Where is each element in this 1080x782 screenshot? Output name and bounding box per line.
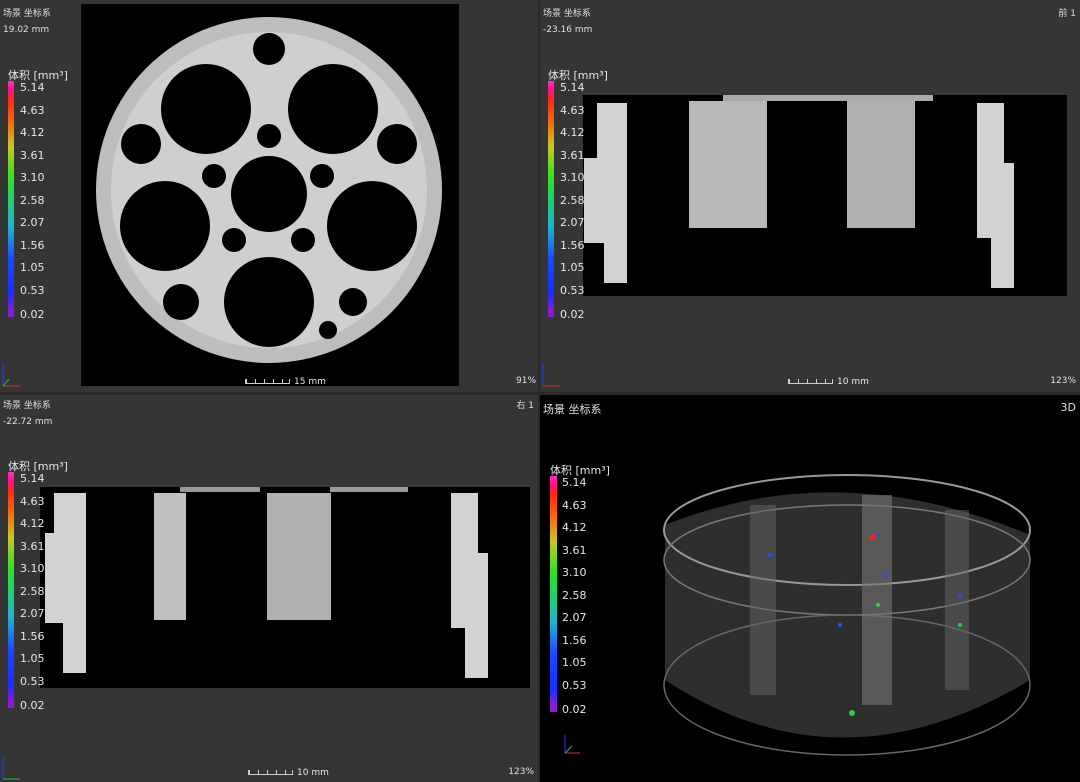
scale-bar: 15 mm bbox=[245, 377, 326, 387]
axis-triad-icon bbox=[2, 757, 20, 780]
legend-tick: 3.61 bbox=[560, 149, 585, 162]
legend-tick: 0.53 bbox=[560, 284, 585, 297]
axis-triad-icon bbox=[2, 364, 20, 387]
zoom-level: 91% bbox=[516, 376, 537, 386]
legend-tick: 2.58 bbox=[20, 585, 45, 598]
zoom-level: 123% bbox=[508, 767, 534, 777]
coord-system-label: 场景 坐标系 bbox=[543, 403, 602, 416]
view-name: 右 1 bbox=[516, 401, 534, 411]
scale-bar: 10 mm bbox=[788, 377, 869, 387]
legend-title: 体积 [mm³] bbox=[8, 69, 68, 82]
view-name: 前 1 bbox=[1058, 9, 1076, 19]
legend-tick: 4.63 bbox=[562, 499, 587, 512]
viewport-front[interactable]: 场景 坐标系 前 1 -23.16 mm 体积 [mm³] 5.14 4.63 … bbox=[540, 0, 1080, 392]
legend-tick: 2.58 bbox=[560, 194, 585, 207]
legend-tick: 0.02 bbox=[562, 703, 587, 716]
legend-tick: 0.53 bbox=[562, 679, 587, 692]
slice-position: -22.72 mm bbox=[3, 417, 53, 427]
legend-tick: 4.63 bbox=[20, 495, 45, 508]
ct-slice-image[interactable] bbox=[40, 487, 530, 688]
legend-tick: 1.05 bbox=[562, 656, 587, 669]
coord-system-label: 场景 坐标系 bbox=[3, 9, 51, 19]
viewport-3d[interactable]: 场景 坐标系 3D 体积 [mm³] 5.14 4.63 4.12 3.61 3… bbox=[540, 395, 1080, 782]
coord-system-label: 场景 坐标系 bbox=[3, 401, 51, 411]
ct-slice-image[interactable] bbox=[583, 95, 1067, 296]
viewport-top[interactable]: 场景 坐标系 19.02 mm 体积 [mm³] 5.14 4.63 4.12 … bbox=[0, 0, 538, 392]
disc-cross-section bbox=[96, 17, 442, 363]
legend-tick: 4.12 bbox=[20, 126, 45, 139]
legend-tick: 4.63 bbox=[20, 104, 45, 117]
legend-tick: 5.14 bbox=[562, 476, 587, 489]
legend-tick: 5.14 bbox=[20, 81, 45, 94]
legend-tick: 2.07 bbox=[562, 611, 587, 624]
legend-tick: 2.58 bbox=[562, 589, 587, 602]
legend-tick: 3.10 bbox=[562, 566, 587, 579]
legend-tick: 3.61 bbox=[562, 544, 587, 557]
legend-tick: 5.14 bbox=[560, 81, 585, 94]
legend-title: 体积 [mm³] bbox=[550, 464, 610, 477]
legend-tick: 3.61 bbox=[20, 149, 45, 162]
legend-tick: 5.14 bbox=[20, 472, 45, 485]
right-cross-section bbox=[45, 487, 488, 678]
legend-tick: 4.12 bbox=[20, 517, 45, 530]
legend-tick: 1.05 bbox=[20, 652, 45, 665]
legend-title: 体积 [mm³] bbox=[548, 69, 608, 82]
legend-tick: 2.07 bbox=[20, 607, 45, 620]
viewport-right[interactable]: 场景 坐标系 右 1 -22.72 mm 体积 [mm³] 5.14 4.63 … bbox=[0, 395, 538, 782]
color-scale-bar bbox=[8, 81, 14, 317]
legend-tick: 0.53 bbox=[20, 675, 45, 688]
legend-tick: 1.05 bbox=[20, 261, 45, 274]
legend-tick: 3.10 bbox=[560, 171, 585, 184]
axis-triad-icon bbox=[542, 364, 560, 387]
front-cross-section bbox=[584, 95, 1014, 288]
3d-render bbox=[663, 474, 1031, 756]
color-scale-bar bbox=[548, 81, 554, 317]
legend-tick: 2.58 bbox=[20, 194, 45, 207]
legend-tick: 0.02 bbox=[20, 699, 45, 712]
legend-tick: 0.02 bbox=[560, 308, 585, 321]
legend-tick: 4.12 bbox=[562, 521, 587, 534]
coord-system-label: 场景 坐标系 bbox=[543, 9, 591, 19]
legend-tick: 2.07 bbox=[560, 216, 585, 229]
legend-tick: 4.12 bbox=[560, 126, 585, 139]
scale-bar: 10 mm bbox=[248, 768, 329, 778]
axis-triad-icon bbox=[564, 735, 580, 754]
slice-position: 19.02 mm bbox=[3, 25, 50, 35]
zoom-level: 123% bbox=[1050, 376, 1076, 386]
legend-tick: 1.05 bbox=[560, 261, 585, 274]
color-scale-bar bbox=[550, 476, 557, 712]
color-scale-bar bbox=[8, 472, 14, 708]
legend-tick: 1.56 bbox=[20, 239, 45, 252]
ct-slice-image[interactable] bbox=[81, 4, 459, 386]
legend-tick: 0.02 bbox=[20, 308, 45, 321]
legend-tick: 3.10 bbox=[20, 171, 45, 184]
legend-tick: 3.61 bbox=[20, 540, 45, 553]
legend-tick: 0.53 bbox=[20, 284, 45, 297]
legend-tick: 1.56 bbox=[560, 239, 585, 252]
legend-tick: 3.10 bbox=[20, 562, 45, 575]
legend-tick: 1.56 bbox=[20, 630, 45, 643]
legend-tick: 4.63 bbox=[560, 104, 585, 117]
slice-position: -23.16 mm bbox=[543, 25, 593, 35]
legend-title: 体积 [mm³] bbox=[8, 460, 68, 473]
legend-tick: 2.07 bbox=[20, 216, 45, 229]
view-name: 3D bbox=[1060, 401, 1076, 414]
legend-tick: 1.56 bbox=[562, 634, 587, 647]
